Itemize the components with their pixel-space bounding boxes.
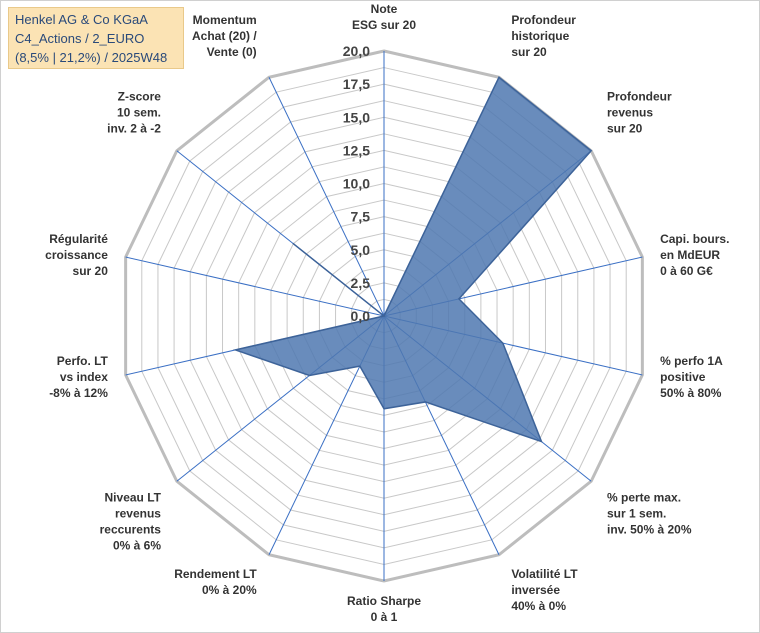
tick-label: 15,0 (343, 109, 370, 125)
axis-label: % perte max. sur 1 sem. inv. 50% à 20% (607, 490, 692, 536)
axis-label: Régularité croissance sur 20 (45, 232, 108, 278)
title-stats: (8,5% | 21,2%) / 2025W48 (15, 50, 168, 65)
axis-label: Profondeur revenus sur 20 (607, 90, 672, 136)
axis-spoke (268, 77, 385, 317)
title-box: Henkel AG & Co KGaA C4_Actions / 2_EURO … (8, 7, 184, 69)
axis-label: Capi. bours. en MdEUR 0 à 60 G€ (660, 232, 729, 278)
tick-label: 17,5 (343, 76, 370, 92)
tick-label: 5,0 (351, 242, 371, 258)
axis-label: Niveau LT revenus reccurents 0% à 6% (100, 490, 162, 552)
axis-label: % perfo 1A positive 50% à 80% (660, 354, 723, 400)
axis-label: Note ESG sur 20 (352, 2, 416, 32)
data-area (232, 76, 593, 443)
axis-label: Momentum Achat (20) / Vente (0) (192, 13, 257, 59)
axis-label: Profondeur historique sur 20 (511, 13, 576, 59)
title-category: C4_Actions / 2_EURO (15, 31, 145, 46)
tick-label: 0,0 (351, 308, 371, 324)
axis-label: Ratio Sharpe 0 à 1 (347, 594, 421, 624)
axis-label: Perfo. LT vs index -8% à 12% (49, 354, 108, 400)
tick-label: 2,5 (351, 275, 371, 291)
axis-spoke (125, 256, 385, 317)
axis-label: Rendement LT 0% à 20% (174, 567, 257, 597)
axis-label: Z-score 10 sem. inv. 2 à -2 (107, 90, 161, 136)
title-company: Henkel AG & Co KGaA (15, 12, 148, 27)
tick-label: 12,5 (343, 142, 370, 158)
tick-label: 20,0 (343, 43, 370, 59)
tick-label: 7,5 (351, 209, 371, 225)
tick-label: 10,0 (343, 176, 370, 192)
axis-label: Volatilité LT inversée 40% à 0% (511, 567, 578, 613)
